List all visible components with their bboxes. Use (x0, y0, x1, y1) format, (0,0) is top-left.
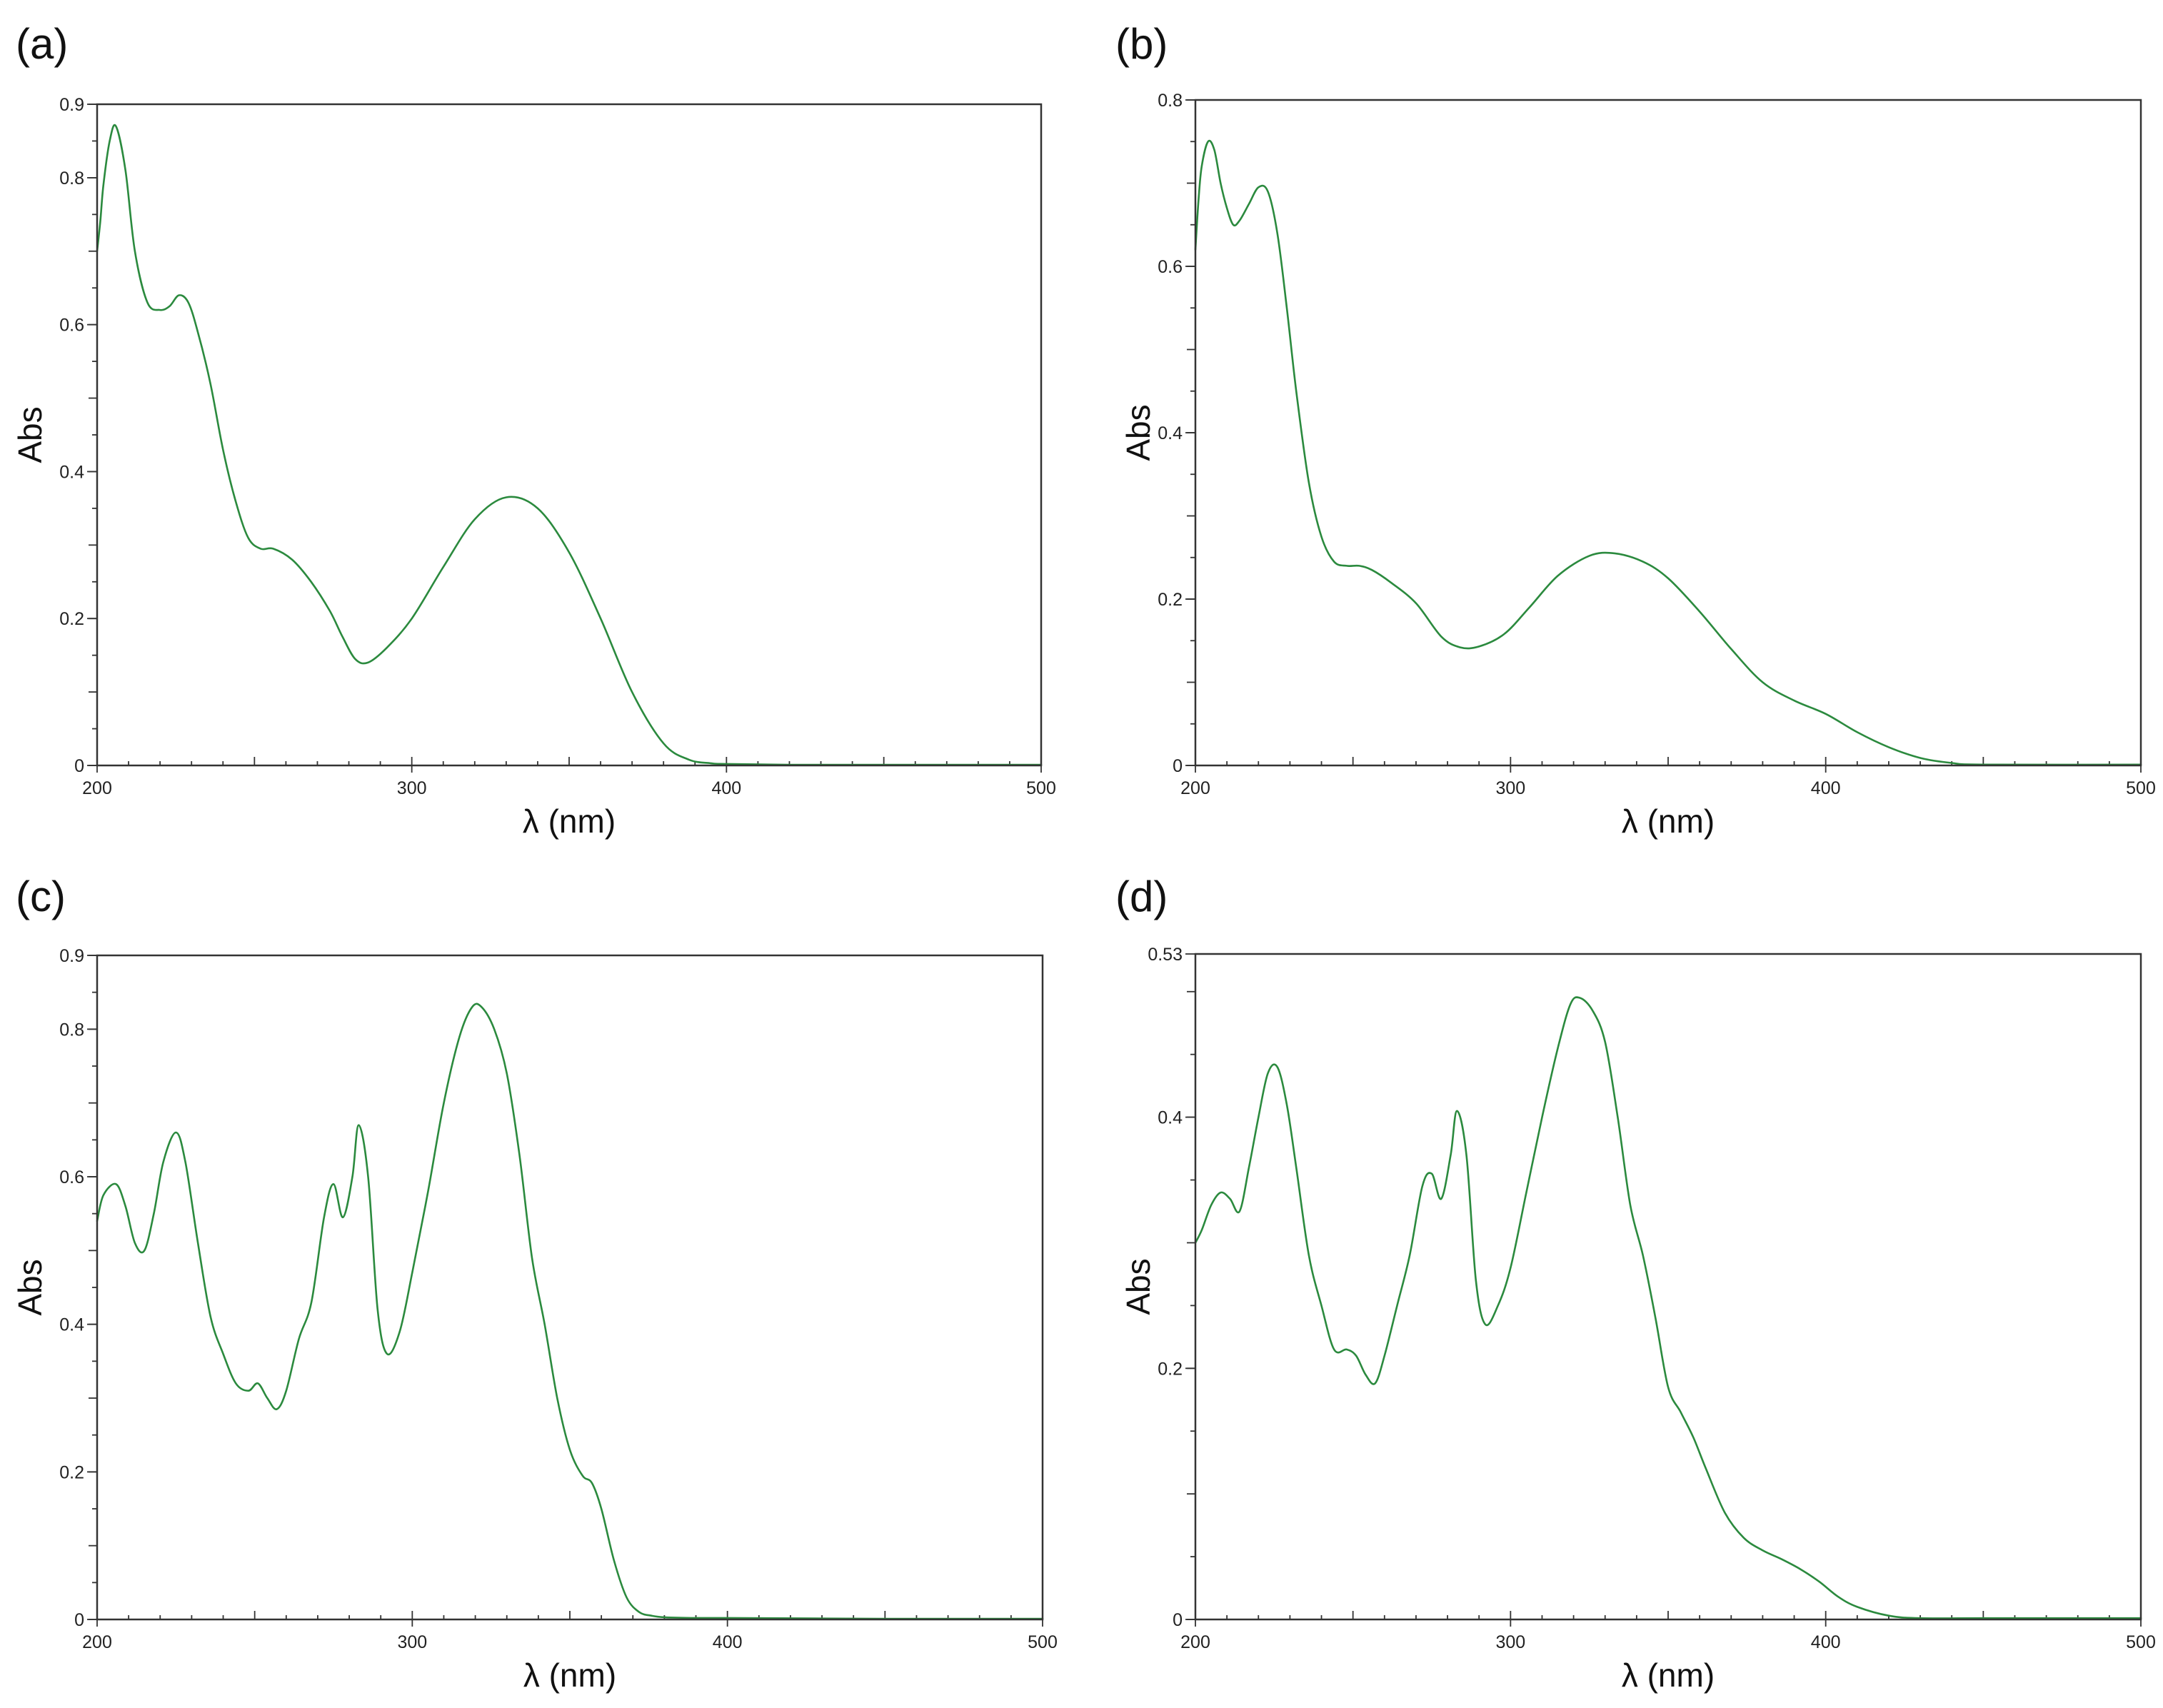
x-axis-label: λ (nm) (1622, 1657, 1715, 1694)
x-tick-label: 400 (713, 1632, 743, 1652)
series-line (96, 1003, 1044, 1620)
x-tick-label: 300 (397, 1632, 427, 1652)
y-tick-label: 0.4 (1158, 423, 1183, 443)
chart-panel-b: (b) 0 0.2 0.4 0.6 0.8 200 300 400 500 Abs λ (nm… (1108, 0, 2163, 854)
y-tick-label: 0.2 (1158, 590, 1183, 610)
x-axis-label: λ (nm) (1622, 803, 1715, 840)
y-tick-label: 0 (1173, 756, 1183, 776)
series-line (1194, 996, 2142, 1619)
chart-svg-a: (a) 0 0.2 0.4 0.6 0.8 0.9 200 300 400 500 Abs λ … (11, 20, 1056, 840)
y-axis-label: Abs (11, 1259, 49, 1315)
y-tick-label: 0.6 (59, 316, 84, 336)
x-tick-label: 200 (1180, 778, 1210, 798)
y-axis-label: Abs (1120, 1258, 1157, 1315)
y-tick-label: 0.6 (59, 1167, 84, 1187)
x-tick-label: 500 (2126, 778, 2156, 798)
panel-label: (c) (16, 873, 66, 920)
y-axis-label: Abs (1120, 404, 1157, 461)
y-tick-label: 0.8 (59, 169, 84, 189)
y-tick-label: 0.53 (1148, 945, 1183, 965)
x-tick-label: 400 (1811, 1632, 1841, 1652)
chart-svg-d: (d) 0 0.2 0.4 0.53 200 300 400 500 Abs λ (nm) (1115, 873, 2156, 1694)
y-tick-label: 0.9 (59, 946, 84, 966)
x-axis-label: λ (nm) (523, 1657, 616, 1694)
y-tick-label: 0.6 (1158, 257, 1183, 277)
x-tick-label: 500 (1026, 778, 1056, 798)
y-tick-label: 0.8 (59, 1020, 84, 1040)
y-tick-label: 0.4 (59, 462, 84, 482)
panel-label: (a) (16, 20, 68, 68)
plot-frame (1194, 99, 2142, 767)
y-tick-label: 0.4 (1158, 1108, 1183, 1128)
y-tick-label: 0 (74, 756, 84, 776)
y-tick-label: 0.2 (59, 609, 84, 629)
x-tick-label: 200 (82, 1632, 112, 1652)
y-tick-label: 0 (74, 1610, 84, 1630)
chart-svg-b: (b) 0 0.2 0.4 0.6 0.8 200 300 400 500 Abs λ (nm… (1115, 20, 2156, 840)
x-tick-label: 300 (1495, 1632, 1525, 1652)
x-tick-label: 300 (1495, 778, 1525, 798)
x-axis-label: λ (nm) (523, 803, 616, 840)
panel-label: (b) (1115, 20, 1168, 68)
y-tick-label: 0.2 (59, 1462, 84, 1482)
chart-svg-c: (c) 0 0.2 0.4 0.6 0.8 0.9 200 300 400 500 Abs λ … (11, 873, 1058, 1694)
x-tick-label: 300 (397, 778, 427, 798)
y-tick-label: 0.2 (1158, 1359, 1183, 1379)
x-tick-label: 400 (711, 778, 741, 798)
x-tick-label: 400 (1811, 778, 1841, 798)
x-tick-label: 200 (82, 778, 112, 798)
x-tick-label: 500 (2126, 1632, 2156, 1652)
chart-panel-d: (d) 0 0.2 0.4 0.53 200 300 400 500 Abs λ (nm) (1108, 854, 2163, 1708)
x-tick-label: 500 (1028, 1632, 1058, 1652)
plot-frame (96, 103, 1043, 767)
chart-panel-a: (a) 0 0.2 0.4 0.6 0.8 0.9 200 300 400 500 Abs λ … (0, 0, 1081, 854)
y-tick-label: 0.4 (59, 1315, 84, 1335)
y-axis-label: Abs (11, 406, 49, 463)
chart-panel-c: (c) 0 0.2 0.4 0.6 0.8 0.9 200 300 400 500 Abs λ … (0, 854, 1081, 1708)
plot-frame (96, 954, 1044, 1621)
y-tick-label: 0.8 (1158, 91, 1183, 111)
series-line (96, 124, 1043, 766)
panel-label: (d) (1115, 873, 1168, 920)
series-line (1194, 139, 2142, 766)
y-tick-label: 0.9 (59, 95, 84, 115)
x-tick-label: 200 (1180, 1632, 1210, 1652)
y-tick-label: 0 (1173, 1610, 1183, 1630)
plot-frame (1194, 953, 2142, 1621)
